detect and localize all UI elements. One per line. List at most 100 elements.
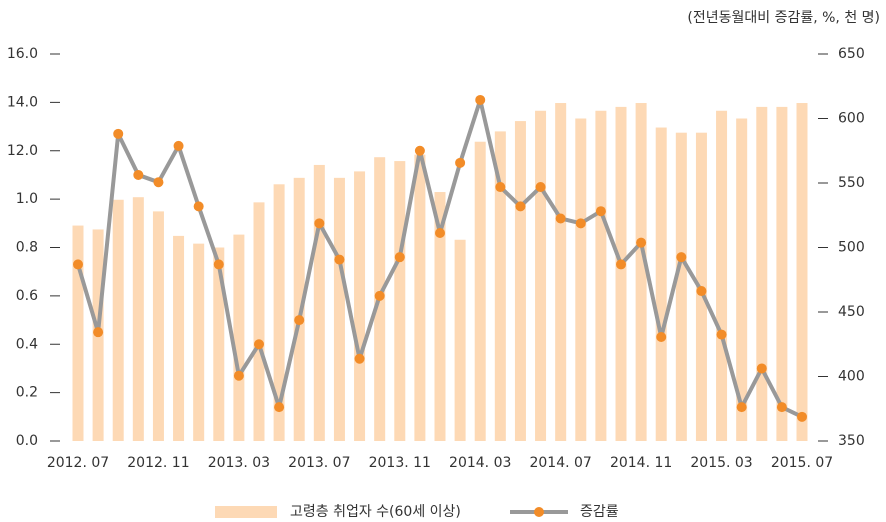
bar <box>273 184 285 442</box>
y-tick-label: 0.0 <box>16 433 38 449</box>
point <box>314 218 325 229</box>
point <box>696 286 707 297</box>
bar <box>575 118 587 441</box>
point <box>595 206 606 217</box>
y2-tick-label: 450 <box>838 304 865 320</box>
bar <box>796 103 808 442</box>
legend-label: 고령층 취업자 수(60세 이상) <box>290 504 461 520</box>
bar <box>454 239 466 441</box>
x-tick-label: 2015. 07 <box>771 455 833 471</box>
point <box>254 339 264 350</box>
bar <box>213 247 225 441</box>
point <box>716 329 727 340</box>
y-tick-label: 0.4 <box>16 336 38 352</box>
bar <box>253 202 265 441</box>
bar <box>394 161 406 441</box>
point <box>435 227 445 238</box>
point <box>294 315 305 326</box>
y-tick-label: 0.6 <box>16 288 38 304</box>
y-tick-label: 14.0 <box>7 94 38 110</box>
point <box>756 363 767 374</box>
y-tick-label: 12.0 <box>7 143 38 159</box>
bar <box>776 106 788 441</box>
point <box>776 402 787 413</box>
y-tick-label: 1.0 <box>16 191 38 207</box>
x-tick-label: 2014. 03 <box>449 455 511 471</box>
bar <box>716 110 728 441</box>
x-tick-label: 2012. 11 <box>127 455 189 471</box>
y2-tick-label: 400 <box>838 369 865 385</box>
bar <box>756 106 768 441</box>
x-tick-label: 2014. 07 <box>529 455 591 471</box>
legend-label: 증감률 <box>580 504 619 520</box>
bar <box>494 131 506 441</box>
bar <box>595 110 607 441</box>
point <box>414 145 425 156</box>
x-tick-label: 2014. 11 <box>610 455 672 471</box>
x-tick-label: 2013. 03 <box>208 455 270 471</box>
point <box>455 157 466 168</box>
bar <box>675 132 687 441</box>
point <box>797 411 807 422</box>
bar <box>173 235 185 441</box>
point <box>133 169 144 180</box>
point <box>515 201 526 212</box>
x-tick-label: 2015. 03 <box>690 455 752 471</box>
bar <box>293 177 305 441</box>
bar <box>152 211 164 441</box>
bar <box>655 127 667 441</box>
y2-tick-label: 600 <box>838 111 865 127</box>
unit-note: (전년동월대비 증감률, %, 천 명) <box>687 10 880 26</box>
bar <box>233 234 245 441</box>
point <box>575 218 586 229</box>
point <box>656 331 667 342</box>
point <box>676 252 687 263</box>
bar <box>736 118 748 441</box>
point <box>213 259 224 270</box>
bar <box>112 199 124 441</box>
legend-swatch <box>215 506 277 518</box>
point <box>113 128 124 139</box>
point <box>495 182 506 193</box>
bar <box>514 121 526 441</box>
y2-tick-label: 500 <box>838 240 865 256</box>
legend-marker <box>534 507 544 517</box>
point <box>475 94 486 105</box>
point <box>354 353 365 364</box>
y-tick-label: 0.2 <box>16 385 38 401</box>
bar <box>535 110 547 441</box>
point <box>736 402 747 413</box>
bar <box>333 177 345 441</box>
point <box>374 290 385 301</box>
point <box>555 213 566 224</box>
point <box>153 177 164 188</box>
point <box>334 254 345 265</box>
x-tick-label: 2012. 07 <box>47 455 109 471</box>
point <box>73 259 83 270</box>
point <box>233 370 244 381</box>
y2-tick-label: 350 <box>838 433 865 449</box>
bar <box>132 197 144 441</box>
y2-tick-label: 650 <box>838 46 865 62</box>
x-tick-label: 2013. 11 <box>369 455 431 471</box>
bar <box>615 106 627 441</box>
bar <box>434 192 446 441</box>
y-tick-label: 16.0 <box>7 46 38 62</box>
point <box>193 201 204 212</box>
bar <box>414 154 426 441</box>
bar <box>313 164 325 441</box>
x-tick-label: 2013. 07 <box>288 455 350 471</box>
bar <box>72 225 84 441</box>
point <box>616 259 626 270</box>
point <box>173 140 184 151</box>
bar <box>354 171 366 441</box>
bar <box>193 243 205 441</box>
y-tick-label: 0.8 <box>16 240 38 256</box>
point <box>636 237 647 248</box>
point <box>93 327 104 338</box>
bar <box>474 141 486 441</box>
point <box>535 182 546 193</box>
point <box>394 252 405 263</box>
point <box>274 402 285 413</box>
